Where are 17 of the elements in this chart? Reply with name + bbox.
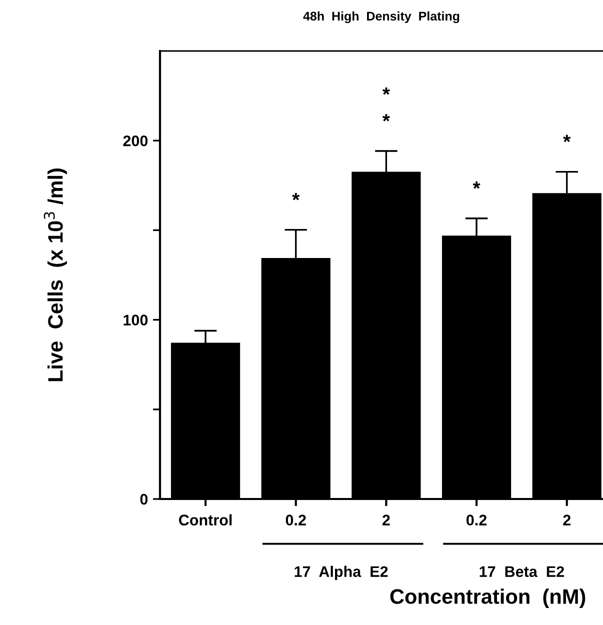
annotation: * <box>292 192 300 200</box>
y-tick-label: 100 <box>124 314 148 326</box>
x-tick-label: Control <box>179 514 232 526</box>
text: 17 Alpha E2 <box>294 566 388 580</box>
x-tick-label: 0.2 <box>286 514 306 526</box>
x-tick-label: 0.2 <box>466 514 487 526</box>
annotation: * <box>472 182 480 189</box>
text: 17 Beta E2 <box>480 566 564 578</box>
x-tick-label: 2 <box>563 514 571 526</box>
annotation: * <box>563 134 571 142</box>
y-axis-title: Live Cells (x 10$^{3}$ /ml) <box>44 168 67 382</box>
x-tick-label: 2 <box>382 514 390 526</box>
y-tick-label: 200 <box>123 135 148 146</box>
x-axis-title: Concentration (nM) <box>390 588 586 608</box>
chart-title: 48h High Density Plating <box>303 11 460 24</box>
annotation: * * <box>382 88 390 122</box>
y-tick-label: 0 <box>140 494 148 505</box>
